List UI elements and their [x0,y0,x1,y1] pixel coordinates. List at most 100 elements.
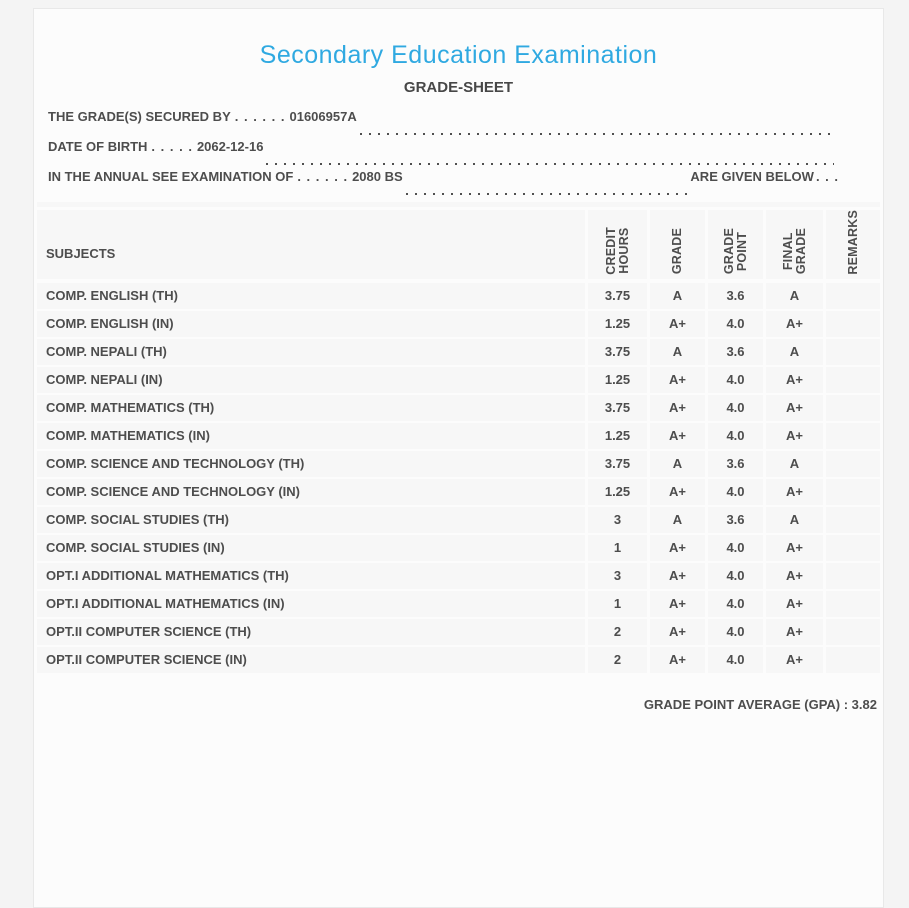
grade-point-cell: 4.0 [705,560,763,589]
grade-sheet-panel: Secondary Education Examination GRADE-SH… [33,8,884,908]
subject-cell: COMP. MATHEMATICS (IN) [37,420,585,449]
subject-cell: COMP. ENGLISH (IN) [37,308,585,337]
remarks-cell [823,392,880,421]
credit-hours-cell: 3 [585,560,647,589]
grade-cell: A+ [647,560,705,589]
subject-cell: COMP. NEPALI (IN) [37,364,585,393]
credit-hours-cell: 2 [585,616,647,645]
subject-cell: OPT.II COMPUTER SCIENCE (IN) [37,644,585,673]
table-row: COMP. SCIENCE AND TECHNOLOGY (IN) 1.25 A… [37,476,880,505]
column-header-grade: GRADE [647,207,705,281]
grade-point-cell: 4.0 [705,392,763,421]
remarks-cell [823,308,880,337]
final-grade-cell: A+ [763,588,823,617]
table-top-strip [37,202,880,207]
subject-cell: COMP. SOCIAL STUDIES (TH) [37,504,585,533]
final-grade-cell: A+ [763,532,823,561]
info-label: THE GRADE(S) SECURED BY [48,109,231,124]
rotated-label: REMARKS [845,210,860,275]
table-row: COMP. ENGLISH (IN) 1.25 A+ 4.0 A+ [37,308,880,337]
credit-hours-cell: 3.75 [585,392,647,421]
remarks-cell [823,280,880,309]
info-line-date-of-birth: DATE OF BIRTH . . . . . 2062-12-16 [48,139,839,169]
grade-cell: A [647,280,705,309]
table-row: COMP. SOCIAL STUDIES (IN) 1 A+ 4.0 A+ [37,532,880,561]
grade-point-cell: 4.0 [705,532,763,561]
leader-dots: . . . . . . [234,109,286,124]
table-row: COMP. MATHEMATICS (IN) 1.25 A+ 4.0 A+ [37,420,880,449]
grade-cell: A+ [647,644,705,673]
info-suffix: ARE GIVEN BELOW [690,169,814,184]
grade-point-cell: 3.6 [705,504,763,533]
grade-point-cell: 4.0 [705,644,763,673]
grade-cell: A+ [647,420,705,449]
grade-point-cell: 4.0 [705,420,763,449]
remarks-cell [823,532,880,561]
credit-hours-cell: 2 [585,644,647,673]
grade-table-header: SUBJECTS CREDIT HOURS GRADE GRADE POINT … [37,202,880,281]
examination-year-value: 2080 BS [352,169,403,184]
column-header-subjects: SUBJECTS [37,207,585,281]
gpa-summary: GRADE POINT AVERAGE (GPA) : 3.82 [643,696,877,712]
credit-hours-cell: 1.25 [585,364,647,393]
grade-cell: A+ [647,532,705,561]
remarks-cell [823,476,880,505]
grade-point-cell: 4.0 [705,616,763,645]
credit-hours-cell: 3.75 [585,336,647,365]
final-grade-cell: A+ [763,560,823,589]
page-title: Secondary Education Examination [259,41,658,69]
grade-point-cell: 4.0 [705,476,763,505]
remarks-cell [823,504,880,533]
subject-cell: OPT.II COMPUTER SCIENCE (TH) [37,616,585,645]
table-row: OPT.II COMPUTER SCIENCE (IN) 2 A+ 4.0 A+ [37,644,880,673]
leader-dots: . . . . . . [297,169,349,184]
student-info-section: THE GRADE(S) SECURED BY . . . . . . 0160… [48,109,839,199]
grade-point-cell: 3.6 [705,280,763,309]
rotated-label: FINAL GRADE [780,228,808,275]
column-header-final-grade: FINAL GRADE [763,207,823,281]
info-label: IN THE ANNUAL SEE EXAMINATION OF [48,169,294,184]
final-grade-cell: A+ [763,616,823,645]
column-header-credit-hours: CREDIT HOURS [585,207,647,281]
table-row: COMP. SOCIAL STUDIES (TH) 3 A 3.6 A [37,504,880,533]
subject-cell: COMP. MATHEMATICS (TH) [37,392,585,421]
grade-point-cell: 3.6 [705,336,763,365]
dotted-leader [266,163,834,165]
grade-table: SUBJECTS CREDIT HOURS GRADE GRADE POINT … [37,202,880,673]
date-of-birth-value: 2062-12-16 [196,139,264,154]
final-grade-cell: A [763,336,823,365]
remarks-cell [823,616,880,645]
table-row: COMP. SCIENCE AND TECHNOLOGY (TH) 3.75 A… [37,448,880,477]
dotted-leader [359,133,834,135]
info-label: DATE OF BIRTH [48,139,148,154]
remarks-cell [823,420,880,449]
credit-hours-cell: 3.75 [585,448,647,477]
subject-cell: COMP. SCIENCE AND TECHNOLOGY (IN) [37,476,585,505]
column-header-remarks: REMARKS [823,207,880,281]
column-header-grade-point: GRADE POINT [705,207,763,281]
info-line-examination-year: IN THE ANNUAL SEE EXAMINATION OF . . . .… [48,169,839,199]
grade-point-cell: 4.0 [705,588,763,617]
dotted-leader [405,193,688,195]
final-grade-cell: A+ [763,364,823,393]
subject-cell: COMP. SCIENCE AND TECHNOLOGY (TH) [37,448,585,477]
final-grade-cell: A+ [763,308,823,337]
table-row: COMP. MATHEMATICS (TH) 3.75 A+ 4.0 A+ [37,392,880,421]
rotated-label: GRADE [670,228,684,275]
table-row: COMP. NEPALI (TH) 3.75 A 3.6 A [37,336,880,365]
final-grade-cell: A [763,448,823,477]
grade-point-cell: 3.6 [705,448,763,477]
trailing-dots: . . . [815,169,839,184]
grade-cell: A+ [647,616,705,645]
final-grade-cell: A [763,280,823,309]
grade-cell: A+ [647,392,705,421]
remarks-cell [823,448,880,477]
credit-hours-cell: 1.25 [585,420,647,449]
final-grade-cell: A [763,504,823,533]
remarks-cell [823,588,880,617]
table-row: COMP. ENGLISH (TH) 3.75 A 3.6 A [37,280,880,309]
grade-cell: A+ [647,476,705,505]
grade-cell: A [647,336,705,365]
grade-point-cell: 4.0 [705,308,763,337]
remarks-cell [823,560,880,589]
